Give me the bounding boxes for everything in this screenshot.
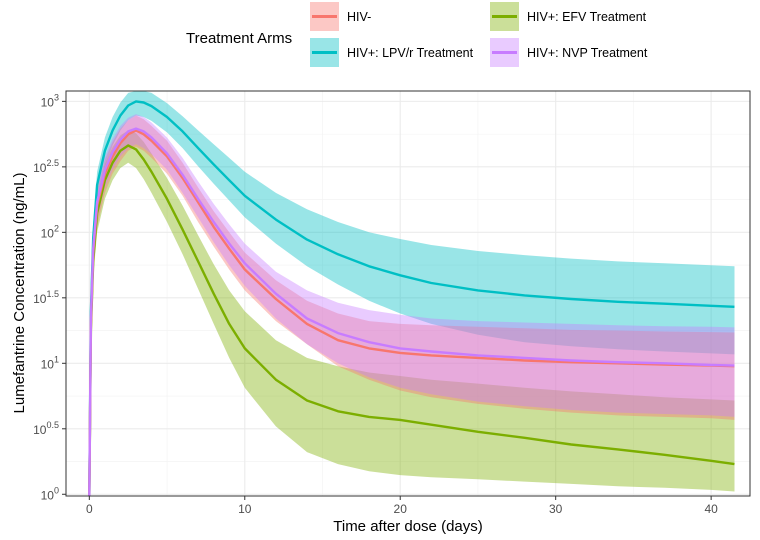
y-axis: 100 100.5 101 101.5 102 102.5 103 [33,92,66,502]
x-axis: 0 10 20 30 40 [86,496,718,516]
legend-label-2: HIV+: EFV Treatment [527,10,647,24]
legend-label-1: HIV+: LPV/r Treatment [347,46,474,60]
y-tick-label: 103 [41,92,59,109]
y-tick-label: 100.5 [33,420,59,437]
line-series-2 [88,144,735,497]
median-lines [88,100,735,497]
line-series-1 [88,100,735,497]
legend-label-0: HIV- [347,10,371,24]
ribbons [89,91,735,496]
legend-label-3: HIV+: NVP Treatment [527,46,648,60]
x-tick-label: 20 [394,502,408,516]
legend-item-3: HIV+: NVP Treatment [490,38,648,67]
legend-item-1: HIV+: LPV/r Treatment [310,38,474,67]
y-tick-label: 101.5 [33,289,59,306]
legend-item-2: HIV+: EFV Treatment [490,2,647,31]
ribbon-series-2 [89,130,735,496]
plot-panel-border [65,90,751,497]
ribbon-series-3 [89,114,735,496]
y-axis-title: Lumefantrine Concentration (ng/mL) [11,173,28,414]
x-axis-title: Time after dose (days) [333,518,483,535]
y-tick-label: 102 [41,223,59,240]
x-tick-label: 40 [704,502,718,516]
x-tick-label: 0 [86,502,93,516]
y-tick-label: 102.5 [33,158,59,175]
line-series-0 [88,129,735,497]
line-series-3 [88,127,735,497]
ribbon-series-0 [89,115,735,496]
x-tick-label: 10 [238,502,252,516]
y-tick-label: 101 [41,354,59,371]
legend-item-0: HIV- [310,2,371,31]
x-tick-label: 30 [549,502,563,516]
legend: Treatment Arms HIV- HIV+: LPV/r Treatmen… [186,2,648,67]
y-tick-label: 100 [41,485,59,502]
ribbon-series-1 [89,91,735,496]
legend-title: Treatment Arms [186,30,292,47]
